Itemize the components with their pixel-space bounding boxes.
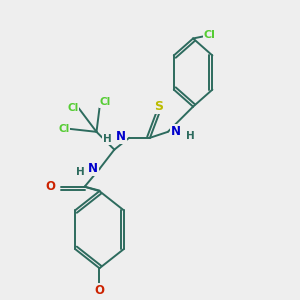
- Text: Cl: Cl: [100, 97, 111, 107]
- Text: O: O: [94, 284, 104, 297]
- Text: N: N: [171, 125, 181, 138]
- Text: Cl: Cl: [67, 103, 78, 113]
- Text: H: H: [76, 167, 85, 178]
- Text: Cl: Cl: [58, 124, 69, 134]
- Text: O: O: [45, 180, 55, 193]
- Text: N: N: [88, 162, 98, 176]
- Text: Cl: Cl: [203, 31, 215, 40]
- Text: S: S: [154, 100, 164, 113]
- Text: H: H: [103, 134, 111, 144]
- Text: H: H: [186, 131, 194, 141]
- Text: N: N: [116, 130, 126, 143]
